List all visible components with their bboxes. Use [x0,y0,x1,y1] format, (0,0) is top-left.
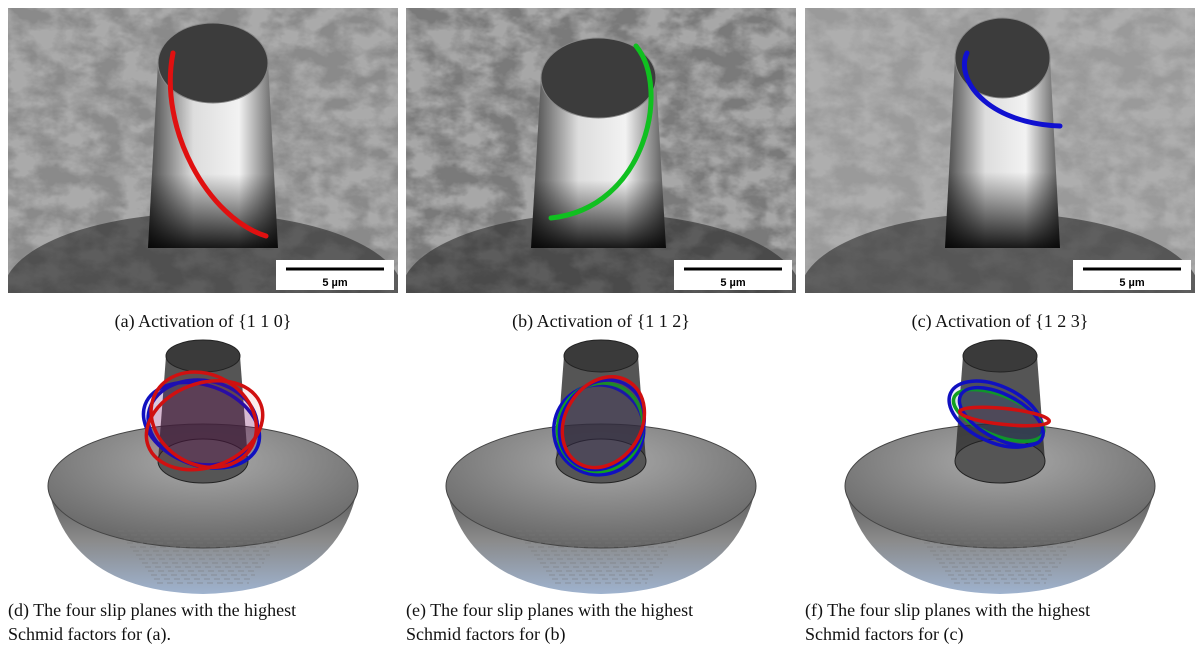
caption-line: (f) The four slip planes with the highes… [805,600,1090,621]
pillar-top [963,340,1037,372]
model-render [8,336,398,601]
model-render [406,336,796,601]
caption: (c) Activation of {1 2 3} [805,311,1195,332]
scale-label: 5 µm [322,277,348,289]
scale-label: 5 µm [720,277,746,289]
caption-line: (e) The four slip planes with the highes… [406,600,693,621]
sem-image: 5 µm [805,8,1195,293]
scale-label: 5 µm [1119,277,1145,289]
sem-image: 5 µm [8,8,398,293]
caption-line: Schmid factors for (c) [805,624,963,645]
caption-line: Schmid factors for (a). [8,624,171,645]
caption-line: Schmid factors for (b) [406,624,565,645]
caption: (b) Activation of {1 1 2} [406,311,796,332]
sem-image: 5 µm [406,8,796,293]
model-render [805,336,1195,601]
pillar-top [166,340,240,372]
pillar-top [564,340,638,372]
caption-line: (d) The four slip planes with the highes… [8,600,296,621]
caption: (a) Activation of {1 1 0} [8,311,398,332]
pillar-top [158,23,268,103]
figure: 5 µm (a) Activation of {1 1 0} 5 µm (b) Act… [0,0,1198,657]
